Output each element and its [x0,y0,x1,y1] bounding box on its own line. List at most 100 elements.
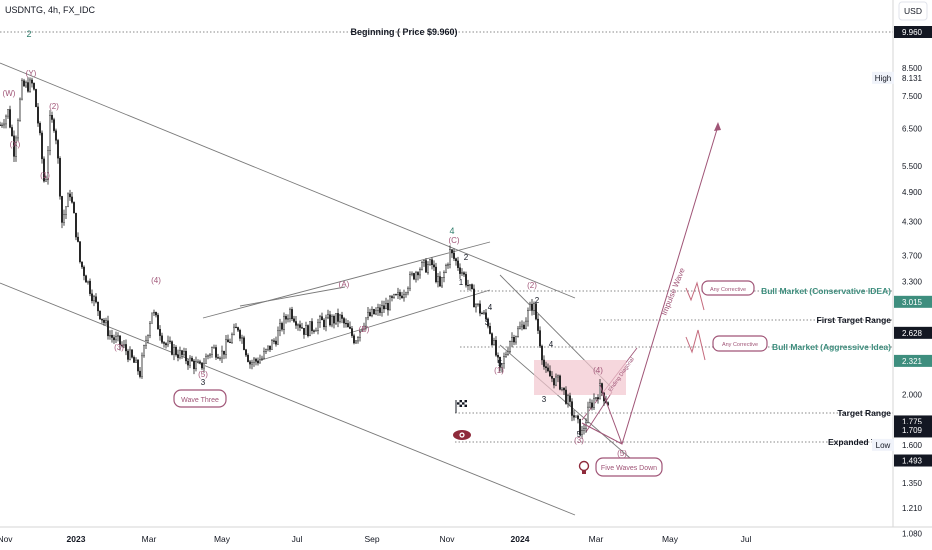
candle-body [353,335,355,344]
candle-body [335,313,337,324]
candle-body [53,119,55,131]
candle-body [443,272,445,278]
wave-label: (1) [40,171,50,180]
price-badge-value: 3.015 [902,298,923,307]
candle-body [509,341,511,352]
candle-body [123,344,125,346]
any-corrective-box-1[interactable]: Any Corrective [701,280,755,296]
candle-body [209,354,211,356]
candle-body [379,307,381,313]
candle-body [573,415,575,418]
candle-body [91,293,93,302]
flag-icon [455,400,467,413]
candle-body [113,337,115,341]
candle-body [65,206,67,215]
candle-body [317,322,319,331]
candle-body [147,335,149,341]
x-tick-label: May [662,534,679,544]
y-tick-label: 3.300 [902,277,923,286]
y-tick-label: 2.000 [902,390,923,399]
candle-body [577,415,579,420]
candle-body [271,340,273,350]
candle-body [71,196,73,203]
candle-body [269,345,271,350]
candle-body [441,277,443,287]
price-badge-value: 2.628 [902,329,923,338]
candle-body [323,319,325,328]
x-tick-label: Jul [292,534,303,544]
candle-body [215,347,217,358]
candle-body [203,363,205,369]
candle-body [475,304,477,308]
five-waves-down-box[interactable]: Five Waves Down [595,457,663,477]
candle-body [265,348,267,352]
candle-body [497,355,499,358]
wave-label: 4 [488,303,493,312]
candle-body [61,196,63,223]
candle-body [127,350,129,360]
candle-body [295,321,297,326]
price-badge-value: 1.709 [902,426,923,435]
rising-channel-bottom [254,289,491,363]
y-tick-label: 8.500 [902,64,923,73]
candle-body [19,98,21,121]
candle-body [325,317,327,328]
five-waves-down-label: Five Waves Down [601,465,657,472]
candle-body [483,312,485,314]
plot-area[interactable] [0,0,893,527]
candle-body [361,328,363,332]
candle-body [365,317,367,327]
price-badge-tag: Low [876,441,891,450]
candle-body [227,339,229,343]
candle-body [81,261,83,268]
wave-label: (A) [339,280,350,289]
candle-body [581,430,583,435]
candle-body [593,398,595,408]
candle-body [25,82,27,87]
candle-body [157,314,159,330]
wave-labels: 2(Y)(W)(X)(2)(1)(4)(3)(5)3(A)(B)4(C)2143… [3,29,628,458]
candle-body [239,330,241,339]
wave-label: (1) [494,366,504,375]
currency-button[interactable] [898,1,928,21]
candle-body [175,347,177,355]
zigzag-aggressive [685,329,706,361]
candle-body [595,397,597,399]
candle-body [319,316,321,324]
x-tick-label: May [214,534,231,544]
candle-body [13,135,15,157]
candle-body [241,337,243,339]
candle-body [401,295,403,299]
candle-body [511,337,513,342]
candle-body [37,106,39,124]
candle-body [507,351,509,355]
candle-body [289,309,291,319]
candle-body [223,350,225,355]
any-corrective-box-2[interactable]: Any Corrective [712,335,768,352]
x-tick-label: 2024 [511,534,530,544]
candle-body [245,349,247,356]
candle-body [231,334,233,343]
candle-body [485,312,487,320]
lower-channel-line [0,282,576,516]
candle-body [411,273,413,275]
candle-body [171,341,173,355]
target-range-label: Target Range [837,408,891,418]
candle-body [463,272,465,275]
candle-body [387,303,389,311]
wave-three-box[interactable]: Wave Three [173,389,227,408]
candle-body [451,249,453,254]
candle-body [591,402,593,408]
x-tick-label: Mar [589,534,604,544]
candle-body [161,335,163,343]
candle-body [491,333,493,345]
candle-body [125,344,127,352]
candle-body [129,349,131,360]
candle-body [243,337,245,350]
candle-body [177,354,179,358]
expanded-target-label: Expanded Ta [828,437,881,447]
candle-body [473,288,475,308]
candle-body [381,305,383,313]
candle-body [313,330,315,332]
